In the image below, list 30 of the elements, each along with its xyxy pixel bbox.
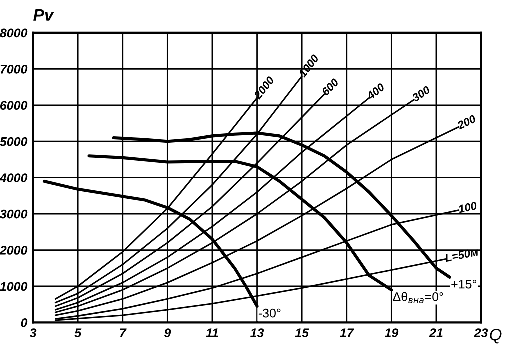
y-tick-label: 6000: [0, 101, 28, 110]
x-tick-label: 13: [250, 328, 264, 338]
x-tick-label: 11: [206, 328, 218, 338]
x-tick-label: 7: [120, 328, 127, 338]
x-tick-label: 9: [164, 328, 172, 338]
y-tick-label: 1000: [0, 282, 28, 292]
y-tick-label: 5000: [0, 137, 28, 146]
y-axis-title: Pv: [34, 9, 54, 21]
text: 300: [411, 86, 432, 102]
x-tick-label: 21: [429, 328, 443, 338]
y-tick-label: 0: [21, 318, 28, 328]
y-tick-label: 2000: [0, 246, 28, 255]
x-tick-label: 23: [474, 328, 488, 338]
y-tick-label: 4000: [0, 174, 28, 182]
series-label: +15°: [452, 280, 476, 289]
y-tick-label: 7000: [0, 64, 28, 74]
text: 100: [458, 202, 478, 214]
x-tick-label: 15: [295, 328, 310, 338]
y-tick-label: 3000: [0, 210, 28, 219]
x-tick-label: 19: [384, 328, 399, 338]
series-label: -30°: [258, 308, 281, 318]
x-tick-label: 3: [30, 328, 37, 338]
x-axis-title: Q: [490, 328, 502, 344]
text: 200: [456, 114, 477, 130]
text: 400: [366, 82, 386, 101]
x-tick-label: 17: [340, 328, 354, 338]
x-tick-label: 5: [74, 328, 82, 338]
y-tick-label: 8000: [0, 28, 28, 38]
text: 600: [321, 78, 340, 96]
series-label: Δθ$_{вна}$=0°: [393, 292, 444, 304]
